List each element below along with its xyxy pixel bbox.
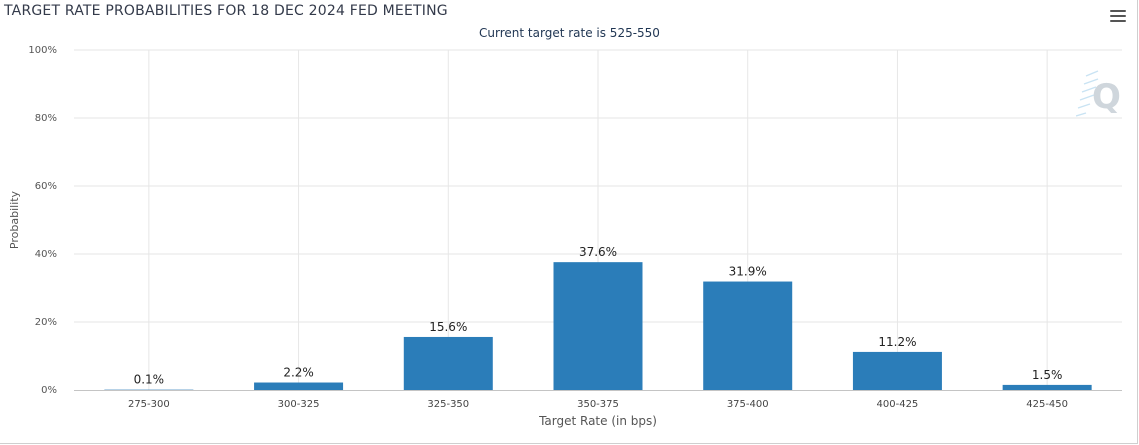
y-tick-label: 80%	[35, 113, 57, 124]
y-tick-label: 100%	[28, 45, 57, 56]
x-tick-label: 400-425	[877, 399, 919, 410]
bar-325-350	[403, 336, 493, 390]
bar-400-425	[852, 351, 942, 390]
x-tick-label: 275-300	[128, 399, 170, 410]
bar-350-375	[553, 262, 643, 390]
x-tick-label: 300-325	[278, 399, 320, 410]
x-tick-label: 325-350	[427, 399, 469, 410]
data-label: 11.2%	[878, 335, 916, 349]
y-tick-label: 20%	[35, 317, 57, 328]
x-tick-label: 350-375	[577, 399, 619, 410]
hamburger-menu-icon[interactable]	[1110, 10, 1126, 24]
y-tick-label: 0%	[41, 385, 57, 396]
svg-text:Q: Q	[1092, 77, 1120, 117]
x-axis-title: Target Rate (in bps)	[538, 414, 657, 428]
y-tick-label: 40%	[35, 249, 57, 260]
chart-title: TARGET RATE PROBABILITIES FOR 18 DEC 202…	[4, 3, 448, 19]
bar-375-400	[703, 281, 793, 390]
data-label: 31.9%	[729, 265, 767, 279]
bar-425-450	[1002, 384, 1092, 390]
data-label: 15.6%	[429, 320, 467, 334]
y-tick-label: 60%	[35, 181, 57, 192]
x-tick-label: 425-450	[1026, 399, 1068, 410]
data-label: 2.2%	[283, 366, 314, 380]
x-tick-label: 375-400	[727, 399, 769, 410]
watermark-logo-icon: Q	[1076, 70, 1120, 117]
chart-subtitle: Current target rate is 525-550	[479, 26, 660, 40]
data-label: 37.6%	[579, 245, 617, 259]
data-label: 1.5%	[1032, 368, 1063, 382]
data-label: 0.1%	[134, 373, 165, 387]
bar-300-325	[254, 382, 344, 390]
y-axis-title: Probability	[8, 190, 21, 249]
